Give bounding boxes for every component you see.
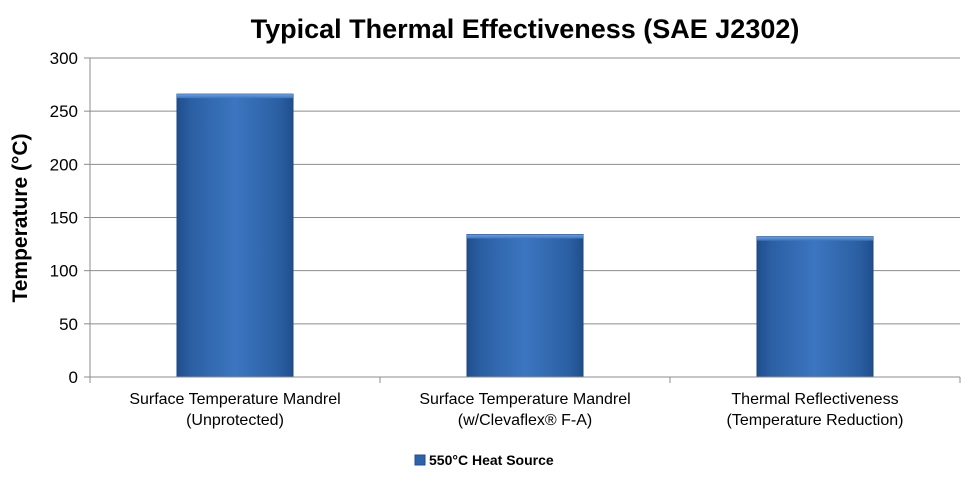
bar-top-highlight — [177, 94, 293, 99]
legend-label: 550°C Heat Source — [429, 452, 554, 468]
bar — [756, 236, 874, 378]
legend: 550°C Heat Source — [414, 452, 554, 468]
y-tick-label: 100 — [50, 262, 78, 281]
x-category-label: Surface Temperature Mandrel (Unprotected) — [129, 391, 340, 429]
chart-title: Typical Thermal Effectiveness (SAE J2302… — [251, 14, 800, 44]
axes — [89, 58, 961, 383]
bar — [466, 234, 584, 378]
y-axis-label: Temperature (°C) — [9, 133, 32, 302]
y-tick-label: 150 — [50, 209, 78, 228]
legend-swatch — [414, 454, 426, 466]
x-category-label: Surface Temperature Mandrel (w/Clevaflex®… — [419, 391, 630, 429]
y-tick-label: 0 — [69, 368, 78, 387]
y-tick-label: 300 — [50, 49, 78, 68]
x-axis-categories: Surface Temperature Mandrel (Unprotected)… — [129, 391, 903, 429]
y-axis-ticks: 0 50 100 150 200 250 300 — [50, 49, 90, 387]
bars — [176, 93, 874, 378]
y-tick-label: 250 — [50, 102, 78, 121]
y-tick-label: 200 — [50, 155, 78, 174]
bar-top-highlight — [467, 234, 583, 239]
bar-top-highlight — [757, 236, 873, 241]
y-tick-label: 50 — [59, 315, 78, 334]
x-category-label: Thermal Reflectiveness (Temperature Reduc… — [727, 391, 904, 429]
bar — [176, 93, 294, 378]
